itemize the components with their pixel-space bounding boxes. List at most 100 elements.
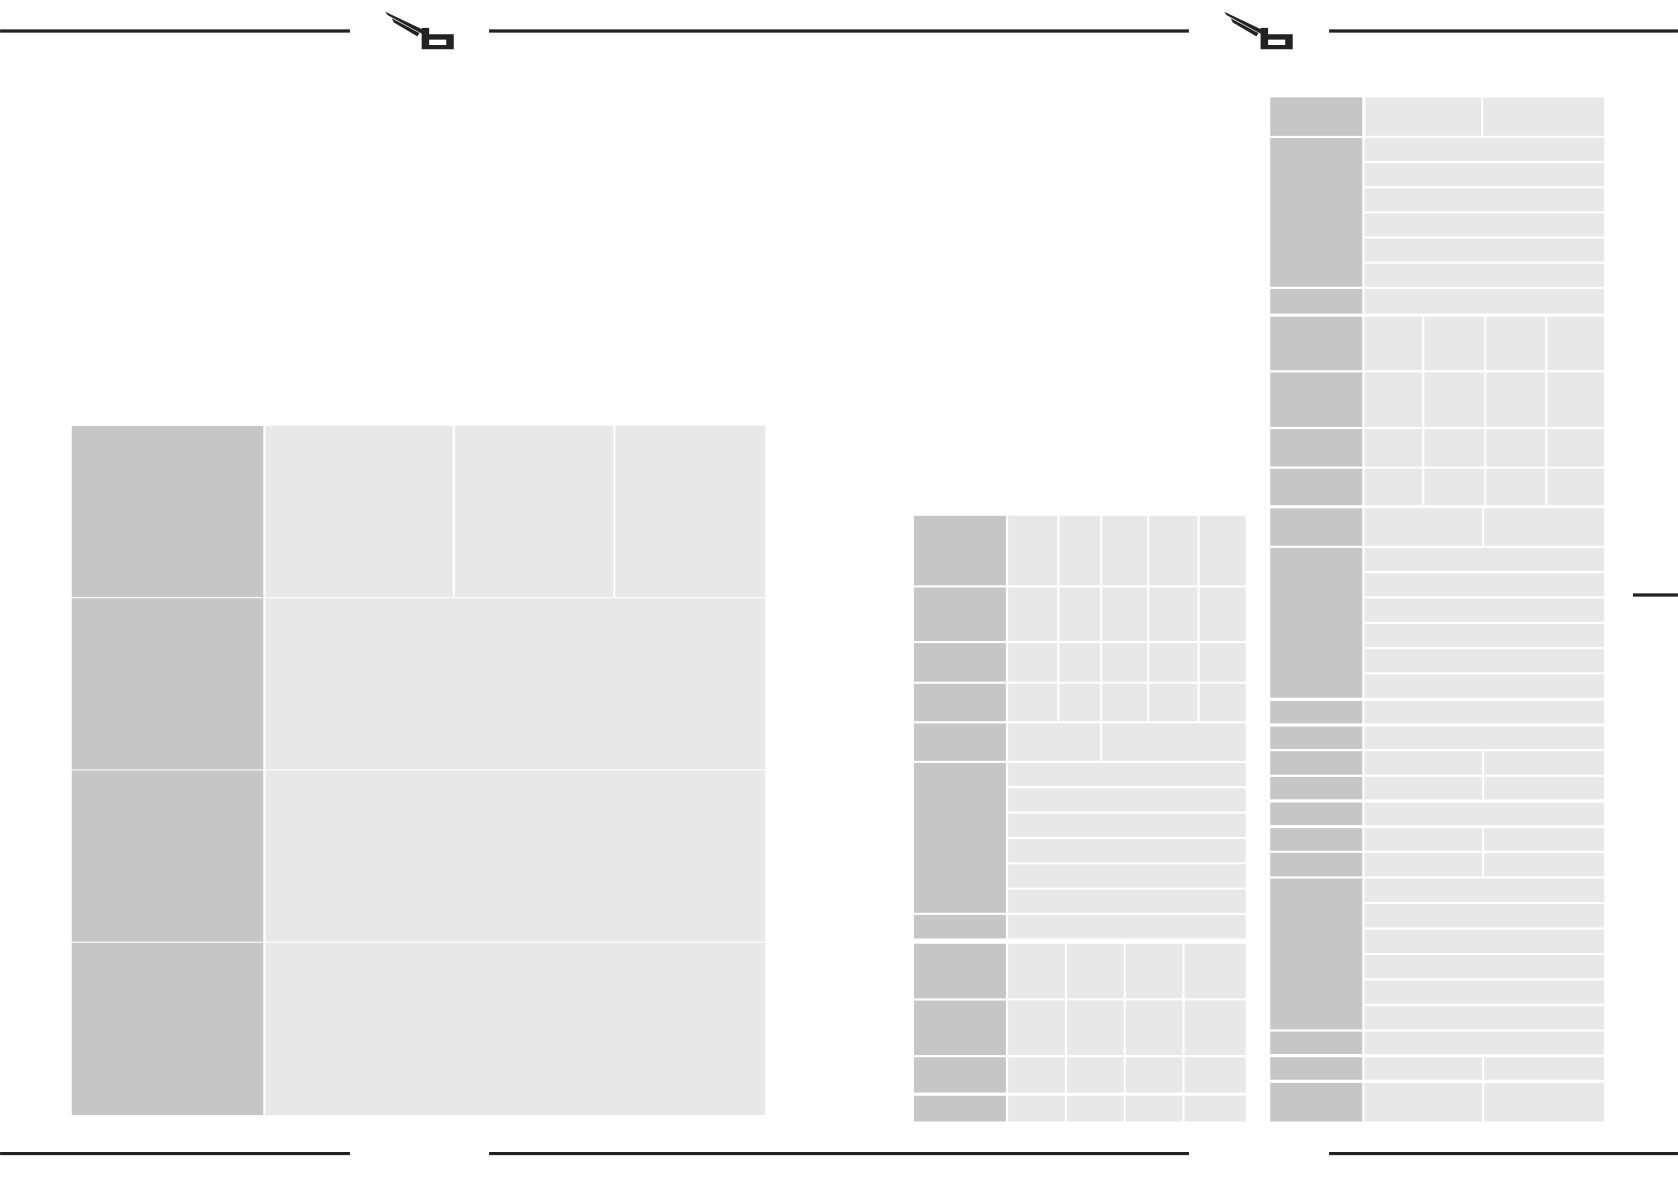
table-cell (1364, 547, 1605, 572)
row-header-cell (71, 942, 264, 1116)
table-cell (1008, 723, 1101, 761)
table-cell (1102, 643, 1148, 682)
table-cell (1365, 97, 1482, 136)
table-cell (1102, 587, 1148, 641)
row-header-cell (913, 1057, 1006, 1093)
table-cell (1424, 429, 1485, 467)
table-cell (1364, 598, 1605, 622)
row-header-cell (913, 943, 1006, 999)
table-cell (1008, 1095, 1065, 1122)
row-header-cell (1270, 508, 1363, 546)
table-cell (1364, 468, 1423, 506)
row-header-cell (1270, 751, 1363, 775)
row-header-cell (1270, 776, 1363, 800)
table-cell (615, 425, 766, 598)
row-header-cell (1270, 852, 1363, 877)
row-header-cell (1270, 1082, 1363, 1122)
table-cell (1008, 838, 1246, 863)
row-header-cell (913, 1000, 1006, 1056)
table-cell (1008, 864, 1246, 888)
logo-slash (385, 11, 429, 37)
table-cell (1364, 802, 1605, 826)
row-header-cell (1270, 316, 1363, 371)
table-cell (1059, 515, 1101, 586)
table-cell (1125, 1057, 1183, 1093)
row-header-cell (1270, 700, 1363, 724)
table-cell (1364, 776, 1483, 800)
row-header-cell (1270, 138, 1363, 287)
row-header-cell (913, 643, 1006, 682)
table-cell (1364, 316, 1423, 371)
row-header-cell (1270, 97, 1363, 136)
logo (385, 11, 454, 50)
table-cell (1364, 263, 1605, 287)
table-cell (1199, 515, 1246, 586)
table-cell (1184, 1057, 1246, 1093)
row-header-cell (1270, 878, 1363, 1030)
table-cell (1199, 643, 1246, 682)
row-header-cell (1270, 468, 1363, 506)
row-header-cell (913, 515, 1006, 586)
table-cell (1364, 188, 1605, 212)
table-cell (1424, 372, 1485, 427)
table-cell (1184, 943, 1246, 999)
table-cell (1008, 1057, 1065, 1093)
table-cell (1364, 980, 1605, 1004)
table-cell (1008, 943, 1065, 999)
row-header-cell (1270, 802, 1363, 826)
table-cell (1364, 1057, 1483, 1080)
table-cell (1484, 508, 1605, 546)
footer-rules (0, 593, 1678, 1156)
table-cell (1008, 788, 1246, 812)
table-cell (1008, 587, 1058, 641)
table-cell (1364, 288, 1605, 314)
table-cell (1059, 683, 1101, 722)
table-cell (1486, 372, 1546, 427)
table-cell (1008, 1000, 1065, 1056)
table-cell (1364, 878, 1605, 902)
table-cell (1484, 1082, 1605, 1122)
table-cell (1424, 468, 1485, 506)
row-header-cell (913, 587, 1006, 641)
row-header-cell (913, 914, 1006, 939)
row-header-cell (1270, 429, 1363, 467)
table-cell (1364, 955, 1605, 979)
table-cell (1184, 1000, 1246, 1056)
table-cell (1364, 372, 1423, 427)
table-cell (1008, 813, 1246, 837)
tables (71, 97, 1605, 1122)
logo-mark (421, 27, 454, 50)
table-cell (1059, 587, 1101, 641)
table-cell (1125, 1095, 1183, 1122)
table-cell (1364, 1082, 1483, 1122)
row-header-cell (1270, 547, 1363, 698)
table-cell (1364, 163, 1605, 187)
row-header-cell (1270, 288, 1363, 314)
table-cell (1008, 683, 1058, 722)
table-cell (1008, 762, 1246, 787)
table-cell (1484, 751, 1605, 775)
table-cell (1364, 1006, 1605, 1030)
table-cell (1547, 429, 1605, 467)
row-header-cell (1270, 372, 1363, 427)
table-cell (1364, 828, 1483, 851)
table-cell (1484, 828, 1605, 851)
table-cell (1364, 751, 1483, 775)
table-cell (1008, 889, 1246, 913)
table-cell (265, 598, 766, 770)
table-cell (1483, 97, 1605, 136)
row-header-cell (913, 762, 1006, 913)
table-cell (1008, 515, 1058, 586)
table-cell (1547, 316, 1605, 371)
table-cell (1125, 1000, 1183, 1056)
row-header-cell (1270, 726, 1363, 750)
table-cell (1364, 138, 1605, 162)
table-cell (1149, 683, 1198, 722)
table-cell (1364, 929, 1605, 953)
table-cell (1102, 723, 1246, 761)
row-header-cell (1270, 1057, 1363, 1080)
table-cell (1199, 683, 1246, 722)
row-header-cell (1270, 1031, 1363, 1055)
table-cell (1008, 914, 1246, 939)
